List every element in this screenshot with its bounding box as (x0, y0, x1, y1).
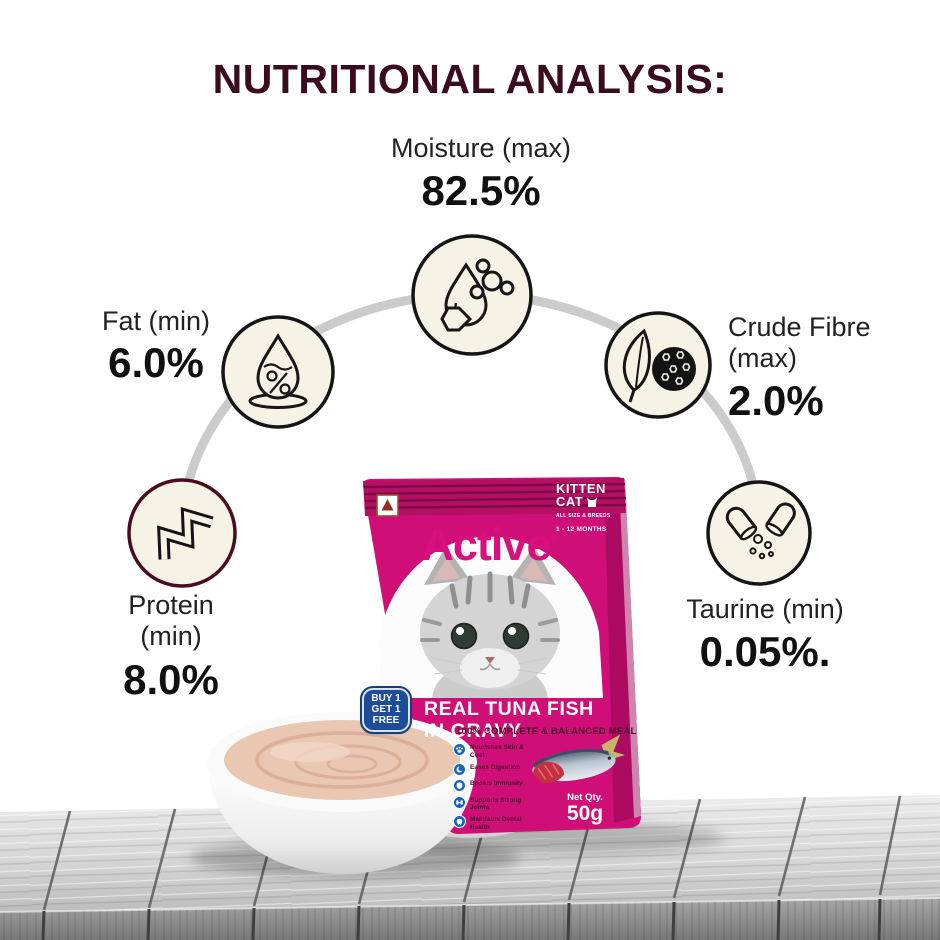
stomach-icon (453, 762, 466, 776)
product-name-line1: REAL TUNA FISH (424, 698, 594, 720)
feature-label: Maintains Dental Health (470, 816, 522, 831)
oil-drop-percent-icon (221, 315, 335, 429)
audience-age: 1 - 12 MONTHS (556, 526, 607, 533)
net-quantity: Net Qty. 50g (552, 792, 618, 825)
feature-item: Boosts Immunity (453, 779, 563, 792)
fat-value: 6.0% (108, 339, 204, 386)
taurine-label: Taurine (min) (686, 594, 844, 624)
nutrient-taurine: Taurine (min) 0.05%. (655, 594, 875, 675)
feature-label: Nourishes Skin & Coat (470, 744, 524, 759)
promo-badge: BUY 1 GET 1 FREE (360, 686, 412, 734)
feature-item: Maintains Dental Health (453, 815, 563, 831)
fat-label: Fat (min) (102, 306, 210, 336)
page-title: NUTRITIONAL ANALYSIS: (212, 56, 728, 102)
nutrient-moisture: Moisture (max) 82.5% (331, 133, 631, 214)
tooth-icon (453, 815, 466, 828)
promo-line1: BUY 1 (371, 693, 401, 704)
moisture-value: 82.5% (421, 167, 541, 214)
nutrient-protein: Protein (min) 8.0% (71, 590, 271, 703)
brand-logo: Active® (390, 516, 590, 568)
protein-label: Protein (128, 590, 214, 620)
tuna-fish-image (532, 734, 626, 784)
feature-label: Supports Strong Joints (470, 796, 522, 812)
protein-qualifier: (min) (140, 621, 202, 651)
feature-label: Eases Digestion (470, 763, 521, 771)
non-veg-mark-icon (376, 494, 399, 517)
protein-value: 8.0% (123, 656, 219, 703)
promo-line3: FREE (372, 715, 400, 726)
promo-line2: GET 1 (371, 704, 401, 715)
product-name-line2: IN GRAVY (424, 720, 522, 742)
nutrient-crude-fibre: Crude Fibre (max) 2.0% (728, 312, 918, 424)
trademark-symbol: ® (550, 533, 559, 545)
paw-icon (453, 743, 466, 756)
fibre-qualifier: (max) (728, 343, 797, 373)
moisture-label: Moisture (max) (390, 133, 572, 163)
water-drop-molecule-icon (411, 234, 533, 356)
net-qty-label: Net Qty. (567, 792, 603, 803)
feature-item: Nourishes Skin & Coat (453, 743, 563, 759)
feature-item: Eases Digestion (453, 762, 563, 776)
brand-name: Active (421, 519, 551, 570)
feature-list: Nourishes Skin & Coat Eases Digestion Bo… (453, 743, 563, 835)
bone-icon (453, 795, 466, 809)
product-name: REAL TUNA FISH IN GRAVY (424, 698, 624, 742)
capsule-icon (706, 480, 812, 586)
leaf-fibre-icon (604, 311, 712, 419)
shield-icon (453, 779, 466, 792)
taurine-value: 0.05%. (699, 628, 831, 675)
front-food-bowl (207, 712, 477, 874)
nutrient-fat: Fat (min) 6.0% (56, 306, 256, 386)
fibre-value: 2.0% (728, 377, 824, 424)
net-qty-value: 50g (566, 802, 604, 825)
feature-label: Boosts Immunity (470, 780, 523, 787)
audience-sizes: ALL SIZE & BREEDS (556, 513, 611, 519)
kitten-image (420, 546, 560, 698)
feature-item: Supports Strong Joints (453, 795, 563, 812)
cat-icon (586, 496, 598, 509)
audience-kitten: KITTEN (556, 481, 606, 496)
fibre-label: Crude Fibre (728, 312, 871, 342)
product-claim: 100% COMPLETE & BALANCED MEAL (456, 726, 637, 737)
audience-block: KITTEN CAT ALL SIZE & BREEDS 1 - 12 MONT… (556, 482, 628, 536)
audience-cat: CAT (556, 494, 584, 509)
protein-ribbon-icon (127, 478, 237, 588)
